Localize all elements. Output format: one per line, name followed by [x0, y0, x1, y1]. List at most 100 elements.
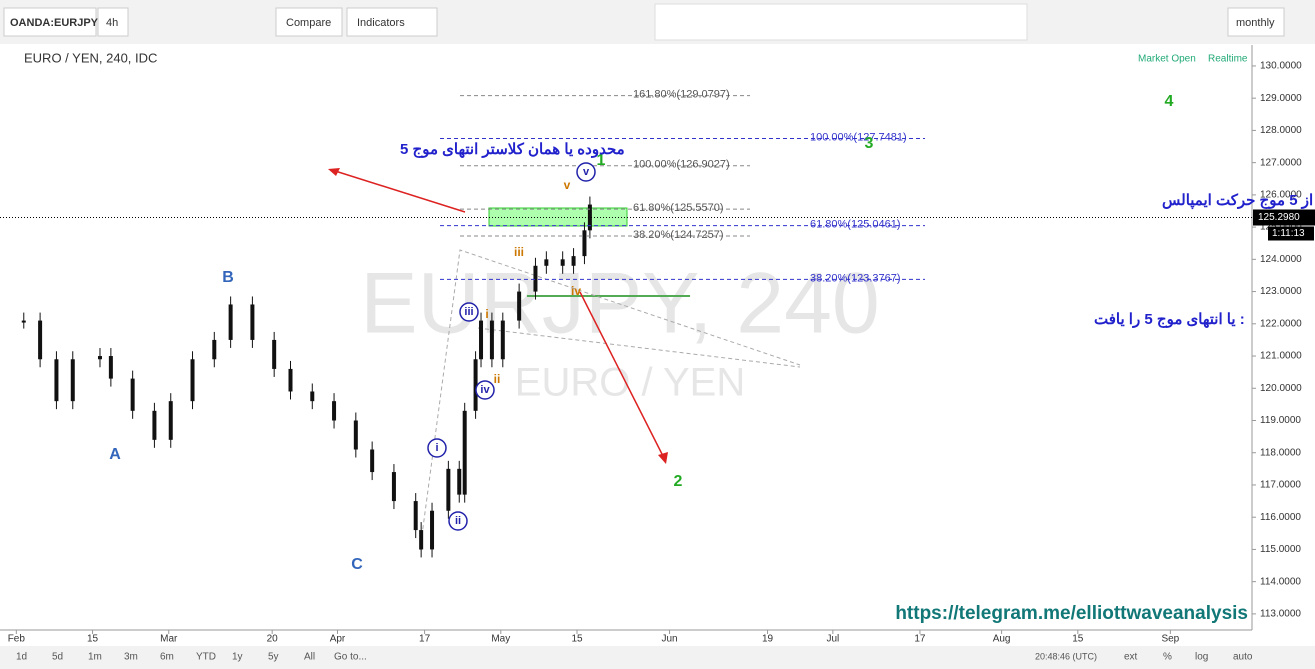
- candle: [582, 230, 587, 257]
- candle: [70, 359, 75, 402]
- candle: [353, 420, 358, 450]
- candle: [108, 356, 113, 379]
- interval-box[interactable]: [97, 7, 129, 37]
- candle: [462, 410, 467, 495]
- wave-circle: [427, 438, 447, 458]
- compare-btn[interactable]: [275, 7, 343, 37]
- x-tick-label: Sep: [1161, 634, 1179, 645]
- x-tick-label: Feb: [8, 634, 26, 645]
- chart-option[interactable]: log: [1195, 652, 1208, 663]
- candle: [544, 259, 549, 266]
- candle: [446, 468, 451, 511]
- y-tick-label: 120.0000: [1260, 383, 1302, 394]
- candle: [250, 304, 255, 340]
- candle: [587, 204, 592, 231]
- x-tick-label: 19: [762, 634, 774, 645]
- y-tick-label: 127.0000: [1260, 157, 1302, 168]
- chart-header: EURO / YEN, 240, IDC: [24, 50, 157, 65]
- interval[interactable]: 4h: [106, 17, 118, 29]
- wave-circle: [448, 511, 468, 531]
- note: محدوده یا همان کلاستر انتهای موج 5: [400, 141, 625, 158]
- wave-label: C: [351, 556, 363, 573]
- range-option[interactable]: 3m: [124, 652, 138, 663]
- y-tick-label: 118.0000: [1260, 447, 1301, 458]
- arrow: [331, 169, 466, 213]
- fib-label: 100.00%(127.7481): [810, 131, 907, 143]
- market-status: Market Open: [1138, 54, 1196, 65]
- candle: [500, 320, 505, 360]
- range-option[interactable]: YTD: [196, 652, 216, 663]
- range-option[interactable]: 1d: [16, 652, 27, 663]
- fib-label: 38.20%(124.7257): [633, 229, 724, 241]
- watermark-name: EURO / YEN: [515, 361, 745, 405]
- chart-option[interactable]: auto: [1233, 652, 1253, 663]
- price-axis: [1252, 45, 1315, 630]
- candle: [473, 359, 478, 411]
- candle: [479, 320, 484, 360]
- candle: [489, 320, 494, 360]
- symbol-box[interactable]: [3, 7, 97, 37]
- candle: [413, 501, 418, 531]
- compare[interactable]: Compare: [286, 17, 331, 29]
- range-option[interactable]: All: [304, 652, 315, 663]
- wave-label: A: [109, 446, 121, 463]
- candle: [310, 391, 315, 402]
- y-tick-label: 128.0000: [1260, 125, 1302, 136]
- wave-label: 2: [674, 473, 683, 490]
- chart-option[interactable]: %: [1163, 652, 1172, 663]
- chart-option[interactable]: ext: [1124, 652, 1138, 663]
- wave-label: iii: [464, 306, 473, 318]
- countdown-tag: [1268, 226, 1314, 241]
- fib-label: 161.80%(129.0797): [633, 89, 730, 101]
- fib-label: 38.20%(123.3767): [810, 272, 901, 284]
- wave-label: 1: [597, 152, 606, 169]
- candle: [560, 259, 565, 266]
- y-tick-label: 126.0000: [1260, 190, 1302, 201]
- y-tick-label: 116.0000: [1260, 512, 1301, 523]
- indicators[interactable]: Indicators: [357, 17, 405, 29]
- y-tick-label: 117.0000: [1260, 480, 1301, 491]
- candle: [21, 320, 26, 323]
- wave-circle: [475, 380, 495, 400]
- range-option[interactable]: 1y: [232, 652, 243, 663]
- x-tick-label: Mar: [160, 634, 178, 645]
- range[interactable]: monthly: [1236, 17, 1275, 29]
- feed: Realtime: [1208, 54, 1248, 65]
- note: : یا انتهای موج 5 را یافت: [1094, 311, 1245, 328]
- x-tick-label: 15: [1072, 634, 1084, 645]
- candle: [212, 339, 217, 360]
- wave-circle: [459, 302, 479, 322]
- fib-label: 100.00%(126.9027): [633, 159, 730, 171]
- y-tick-label: 123.0000: [1260, 286, 1302, 297]
- symbol[interactable]: OANDA:EURJPY: [10, 17, 99, 29]
- x-tick-label: 17: [914, 634, 926, 645]
- note: هدف گرفتن اصلاح بعد از 5 موج حرکت ایمپال…: [1162, 191, 1315, 210]
- wave-label: 4: [1165, 93, 1174, 110]
- wave-label: iv: [480, 384, 490, 396]
- indicators-btn[interactable]: [346, 7, 438, 37]
- candle: [272, 339, 277, 369]
- arrowhead: [328, 168, 340, 176]
- candle: [517, 291, 522, 321]
- candle: [130, 378, 135, 411]
- candle: [533, 265, 538, 292]
- drawing-tools: [654, 3, 1028, 41]
- candle: [457, 468, 462, 495]
- candle: [54, 359, 59, 402]
- y-tick-label: 115.0000: [1260, 544, 1301, 555]
- y-tick-label: 121.0000: [1260, 351, 1302, 362]
- candle: [190, 359, 195, 402]
- x-tick-label: 15: [87, 634, 99, 645]
- range-option[interactable]: 6m: [160, 652, 174, 663]
- candle: [332, 401, 337, 421]
- range-option[interactable]: 1m: [88, 652, 102, 663]
- range-btn[interactable]: [1227, 7, 1285, 37]
- wave-label: v: [583, 166, 590, 178]
- range-option[interactable]: 5d: [52, 652, 63, 663]
- wave-label: B: [222, 269, 234, 286]
- candle: [152, 410, 157, 440]
- candle: [430, 510, 435, 550]
- range-option[interactable]: 5y: [268, 652, 279, 663]
- range-option[interactable]: Go to...: [334, 652, 367, 663]
- price-tag: [1253, 209, 1315, 226]
